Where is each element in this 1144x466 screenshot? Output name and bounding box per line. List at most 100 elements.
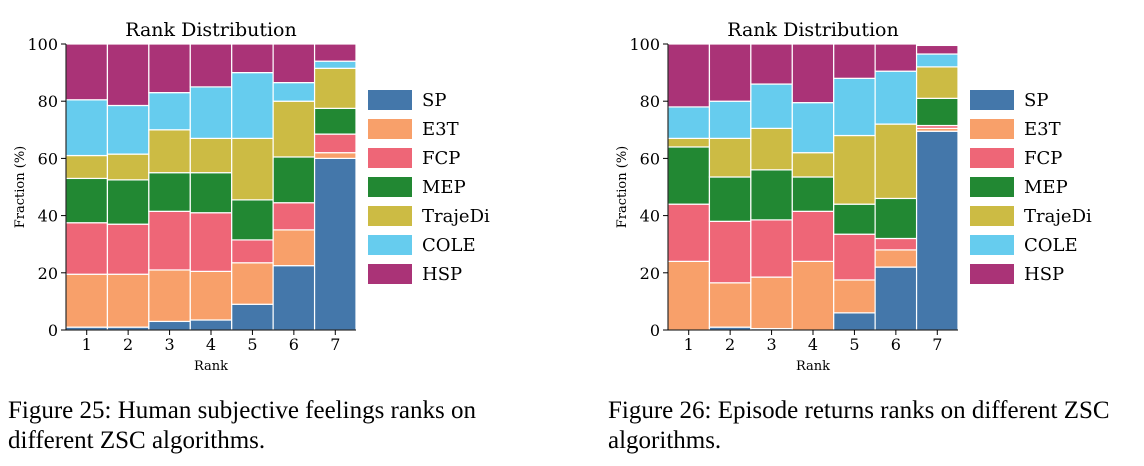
bar-segment-mep-rank-2 bbox=[106, 179, 150, 225]
y-tick-label: 20 bbox=[640, 264, 660, 283]
bar-segment-trajedi-rank-5 bbox=[833, 134, 876, 205]
figure-25: Rank Distribution 0 20 40 60 80 100 1 2 3 4 5 6 7 Rank… bbox=[0, 0, 560, 466]
y-tick-label: 80 bbox=[38, 92, 58, 111]
legend-swatch-trajedi bbox=[368, 206, 412, 226]
bar-segment-e3t-rank-1 bbox=[65, 273, 109, 328]
figure-caption: Figure 26: Episode returns ranks on diff… bbox=[608, 397, 1110, 454]
rank-distribution-chart-human: Rank Distribution 0 20 40 60 80 100 1 2 3 4 5 6 7 Rank… bbox=[13, 19, 490, 374]
y-tick-label: 60 bbox=[38, 149, 58, 168]
legend-swatch-e3t bbox=[368, 119, 412, 139]
x-axis-label: Rank bbox=[796, 359, 830, 374]
bar-segment-fcp-rank-5 bbox=[833, 233, 876, 281]
bar-segment-sp-rank-6 bbox=[272, 265, 316, 331]
bar-segment-cole-rank-6 bbox=[272, 82, 316, 102]
bar-segment-mep-rank-4 bbox=[791, 176, 835, 212]
legend-swatch-mep bbox=[368, 177, 412, 197]
bar-segment-e3t-rank-7 bbox=[313, 152, 357, 159]
bar-segment-hsp-rank-3 bbox=[148, 43, 191, 94]
legend-label-mep: MEP bbox=[422, 177, 466, 198]
bar-segment-trajedi-rank-3 bbox=[750, 127, 793, 171]
bar-segment-hsp-rank-7 bbox=[313, 43, 357, 62]
bar-segment-cole-rank-7 bbox=[313, 60, 357, 69]
legend-label-fcp: FCP bbox=[422, 148, 460, 169]
x-tick-label: 7 bbox=[932, 335, 942, 354]
bar-segment-cole-rank-7 bbox=[915, 53, 959, 68]
bar-segment-sp-rank-4 bbox=[189, 319, 233, 331]
bar-segment-hsp-rank-2 bbox=[106, 43, 150, 107]
y-tick-label: 100 bbox=[629, 35, 660, 54]
bar-segment-e3t-rank-5 bbox=[833, 279, 876, 314]
bar-segment-trajedi-rank-4 bbox=[189, 137, 233, 174]
bar-segment-trajedi-rank-4 bbox=[791, 152, 835, 178]
x-tick-label: 5 bbox=[247, 335, 257, 354]
figure-26: Rank Distribution 0 20 40 60 80 100 1 2 3 4 5 6 7 Rank… bbox=[600, 0, 1144, 466]
legend-label-trajedi: TrajeDi bbox=[422, 206, 490, 227]
bar-segment-sp-rank-6 bbox=[874, 266, 918, 331]
bar-segment-mep-rank-4 bbox=[189, 172, 233, 214]
x-tick-label: 3 bbox=[766, 335, 776, 354]
legend-label-mep: MEP bbox=[1024, 177, 1068, 198]
y-tick-label: 40 bbox=[38, 207, 58, 226]
bar-segment-e3t-rank-1 bbox=[667, 260, 711, 331]
x-tick-label: 4 bbox=[206, 335, 216, 354]
legend-label-e3t: E3T bbox=[1024, 119, 1061, 140]
bar-segment-mep-rank-2 bbox=[708, 176, 752, 222]
legend-label-sp: SP bbox=[422, 90, 446, 111]
bar-segment-hsp-rank-6 bbox=[874, 43, 918, 72]
bar-segment-e3t-rank-4 bbox=[791, 260, 835, 331]
bar-segment-e3t-rank-3 bbox=[750, 276, 793, 330]
figure-caption: Figure 25: Human subjective feelings ran… bbox=[8, 397, 476, 454]
bar-segment-trajedi-rank-2 bbox=[106, 153, 150, 181]
bar-segment-fcp-rank-2 bbox=[106, 223, 150, 275]
chart-title: Rank Distribution bbox=[727, 19, 899, 41]
bar-segment-trajedi-rank-5 bbox=[231, 137, 274, 201]
x-tick-label: 6 bbox=[289, 335, 299, 354]
rank-distribution-chart-episode: Rank Distribution 0 20 40 60 80 100 1 2 3 4 5 6 7 Rank… bbox=[615, 19, 1092, 374]
legend-swatch-fcp bbox=[368, 148, 412, 168]
y-axis-label: Fraction (%) bbox=[13, 146, 28, 228]
bar-segment-fcp-rank-7 bbox=[313, 133, 357, 154]
legend-swatch-trajedi bbox=[970, 206, 1014, 226]
bar-segment-e3t-rank-4 bbox=[189, 270, 233, 321]
bar-segment-hsp-rank-4 bbox=[791, 43, 835, 104]
bar-segment-fcp-rank-5 bbox=[231, 239, 274, 264]
bar-segment-fcp-rank-1 bbox=[65, 222, 109, 275]
bar-segment-fcp-rank-3 bbox=[750, 219, 793, 278]
legend-label-cole: COLE bbox=[1024, 235, 1078, 256]
legend-label-cole: COLE bbox=[422, 235, 476, 256]
bar-segment-mep-rank-1 bbox=[667, 146, 711, 205]
bar-segment-hsp-rank-6 bbox=[272, 43, 316, 84]
x-tick-label: 2 bbox=[725, 335, 735, 354]
bar-segment-sp-rank-5 bbox=[231, 303, 274, 331]
bar-segment-fcp-rank-4 bbox=[189, 212, 233, 272]
legend-swatch-hsp bbox=[970, 264, 1014, 284]
y-tick-label: 0 bbox=[650, 321, 660, 340]
bar-segment-trajedi-rank-2 bbox=[708, 137, 752, 178]
bar-segment-trajedi-rank-3 bbox=[148, 129, 191, 174]
bar-segment-hsp-rank-2 bbox=[708, 43, 752, 102]
bar-segment-fcp-rank-6 bbox=[874, 237, 918, 251]
legend-swatch-e3t bbox=[970, 119, 1014, 139]
y-tick-label: 0 bbox=[48, 321, 58, 340]
bar-segment-e3t-rank-2 bbox=[106, 273, 150, 328]
chart-title: Rank Distribution bbox=[125, 19, 297, 41]
x-tick-label: 1 bbox=[684, 335, 694, 354]
bar-segment-mep-rank-6 bbox=[874, 197, 918, 240]
bar-segment-trajedi-rank-6 bbox=[874, 123, 918, 200]
bar-segment-cole-rank-2 bbox=[708, 100, 752, 139]
bar-segment-hsp-rank-1 bbox=[667, 43, 711, 108]
legend-swatch-mep bbox=[970, 177, 1014, 197]
bar-segment-fcp-rank-2 bbox=[708, 220, 752, 284]
legend-swatch-sp bbox=[368, 90, 412, 110]
legend-swatch-cole bbox=[368, 235, 412, 255]
x-tick-label: 5 bbox=[849, 335, 859, 354]
bar-segment-sp-rank-7 bbox=[915, 130, 959, 331]
bar-segment-trajedi-rank-7 bbox=[313, 67, 357, 109]
bar-segment-e3t-rank-5 bbox=[231, 262, 274, 305]
bar-segment-cole-rank-2 bbox=[106, 104, 150, 155]
bar-segment-fcp-rank-3 bbox=[148, 210, 191, 271]
bar-segment-cole-rank-5 bbox=[833, 77, 876, 137]
bar-segment-cole-rank-3 bbox=[148, 92, 191, 131]
bar-segment-hsp-rank-3 bbox=[750, 43, 793, 85]
legend-label-hsp: HSP bbox=[422, 264, 462, 285]
